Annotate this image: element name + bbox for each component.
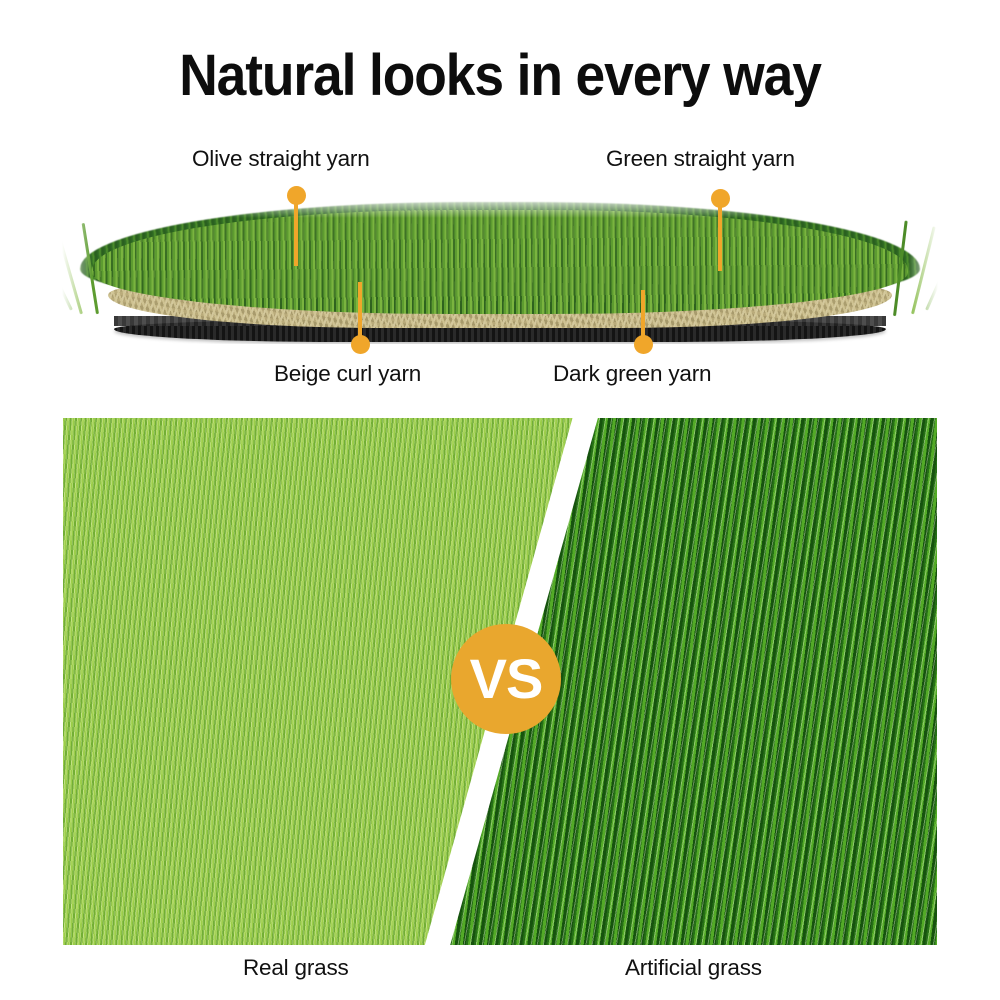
pin-stem-icon [718, 198, 722, 271]
callout-pin-beige-curl-yarn [350, 282, 370, 354]
page-title: Natural looks in every way [179, 43, 822, 108]
pin-stem-icon [641, 290, 645, 345]
caption-real-grass: Real grass [243, 955, 349, 980]
callout-label-olive-straight-yarn: Olive straight yarn [192, 146, 370, 171]
turf-body [62, 196, 938, 344]
pin-stem-icon [294, 195, 298, 266]
callout-pin-green-straight-yarn [710, 189, 730, 271]
vs-badge-label: VS [469, 647, 544, 710]
callout-pin-dark-green-yarn [633, 290, 653, 354]
vs-badge: VS [451, 624, 561, 734]
callout-pin-olive-straight-yarn [286, 186, 306, 266]
pin-stem-icon [358, 282, 362, 345]
callout-label-dark-green-yarn: Dark green yarn [553, 361, 712, 386]
caption-artificial-grass: Artificial grass [625, 955, 762, 980]
callout-label-green-straight-yarn: Green straight yarn [606, 146, 795, 171]
turf-layer-green-blades [92, 210, 908, 314]
callout-label-beige-curl-yarn: Beige curl yarn [274, 361, 422, 386]
turf-cross-section-image [62, 196, 938, 344]
